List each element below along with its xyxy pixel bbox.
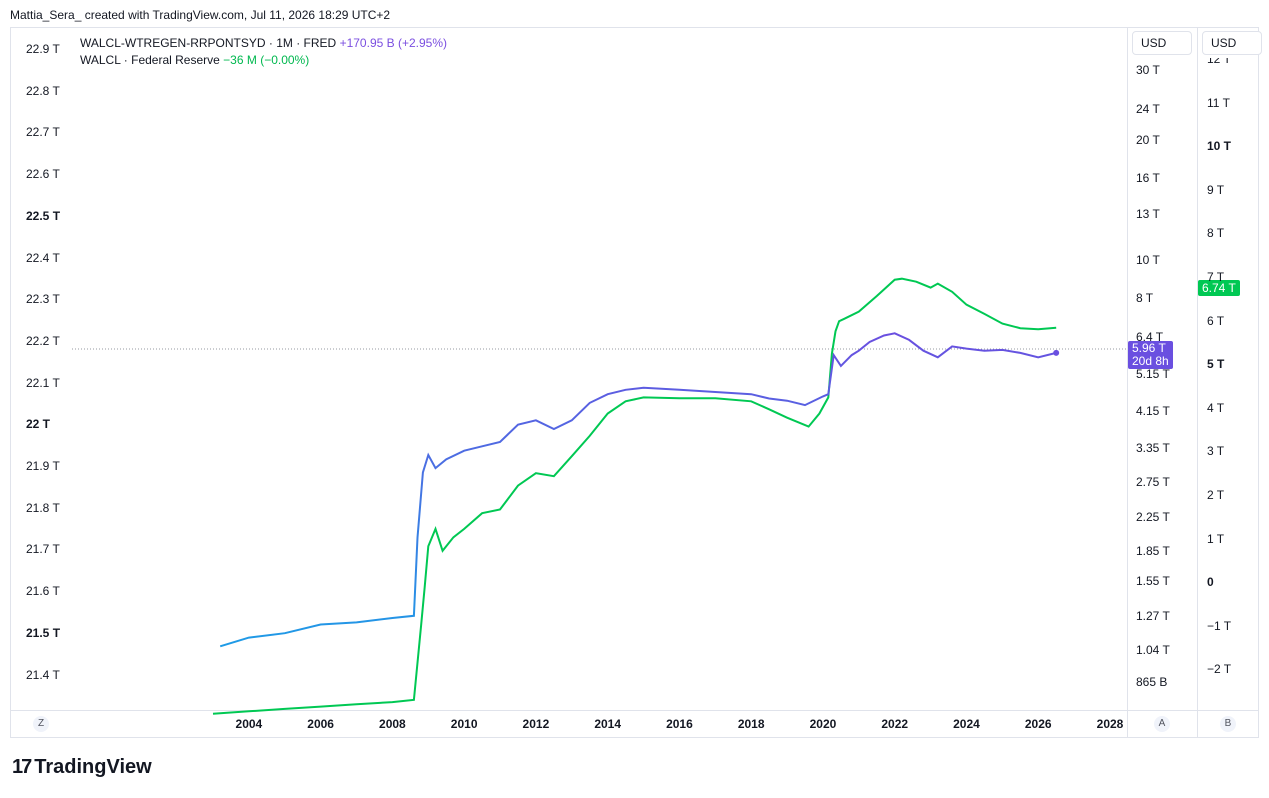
axis-a-tick-label: 24 T [1136, 101, 1160, 116]
left-axis-tick-label: 21.7 T [26, 542, 60, 557]
time-axis-tick-label: 2026 [1024, 717, 1052, 731]
axis-b-tick-label: 10 T [1207, 139, 1232, 154]
axis-a-separator [1127, 27, 1128, 738]
time-axis-tick-label: 2022 [881, 717, 909, 731]
axis-b-tick-label: 3 T [1207, 444, 1225, 459]
legend-row-1[interactable]: WALCL-WTREGEN-RRPONTSYD · 1M · FRED +170… [80, 36, 447, 50]
left-axis-tick-label: 21.6 T [26, 584, 60, 599]
axis-a-tick-label: 16 T [1136, 171, 1160, 186]
axis-b-tick-label: 11 T [1207, 95, 1230, 110]
axis-a-tick-label: 1.55 T [1136, 574, 1170, 589]
axis-b-tick-label: −1 T [1207, 618, 1232, 633]
time-axis-tick-label: 2008 [379, 717, 406, 731]
tradingview-logo-text: TradingView [34, 756, 152, 778]
time-axis-tick-label: 2020 [809, 717, 837, 731]
axis-a-tick-label: 4.15 T [1136, 404, 1170, 419]
purple-last-price-tag: 5.96 T 20d 8h [1128, 341, 1173, 369]
axis-b-tick-label: 7 T [1207, 270, 1225, 284]
axis-a-currency-button[interactable]: USD [1132, 31, 1192, 55]
time-axis-tick-label: 2028 [1096, 717, 1124, 731]
auto-scale-button-a[interactable]: A [1154, 716, 1170, 732]
series-walcl-line[interactable] [212, 277, 1057, 715]
left-axis-tick-label: 22.1 T [26, 375, 60, 390]
purple-bar-countdown: 20d 8h [1132, 354, 1169, 368]
axis-a-tick-label: 6.4 T [1136, 329, 1164, 344]
time-axis-tick-label: 2014 [594, 717, 622, 731]
axis-a-tick-label: 1.04 T [1136, 643, 1170, 658]
legend-series-1-name: WALCL-WTREGEN-RRPONTSYD · 1M · FRED [80, 36, 337, 50]
tradingview-logo[interactable]: 17 TradingView [12, 756, 152, 779]
left-axis-tick-label: 21.4 T [26, 667, 60, 682]
time-axis-tick-label: 2018 [737, 717, 765, 731]
left-axis-tick-label: 22.9 T [26, 42, 60, 56]
time-axis-tick-label: 2016 [666, 717, 693, 731]
zoom-button-z[interactable]: Z [33, 716, 49, 732]
axis-a-tick-label: 3.35 T [1136, 441, 1170, 456]
time-axis-tick-label: 2012 [522, 717, 550, 731]
axis-b-tick-label: 12 T [1207, 52, 1231, 66]
series-net-liquidity-line[interactable] [219, 332, 1057, 648]
axis-b-tick-label: 4 T [1207, 400, 1225, 415]
axis-a-tick-label: 13 T [1136, 207, 1160, 222]
legend-row-2[interactable]: WALCL · Federal Reserve −36 M (−0.00%) [80, 53, 309, 67]
time-axis-tick-label: 2024 [953, 717, 980, 731]
axis-a-tick-label: 10 T [1136, 252, 1160, 267]
axis-a-tick-label: 30 T [1136, 63, 1160, 77]
left-axis-tick-label: 22.7 T [26, 125, 60, 140]
series-net-liquidity-last-point [1053, 349, 1060, 356]
left-axis-tick-label: 22.6 T [26, 167, 60, 182]
axis-b-tick-label: 2 T [1207, 488, 1225, 502]
left-axis-tick-label: 21.8 T [26, 500, 60, 515]
left-axis-tick-label: 22.5 T [26, 208, 61, 223]
left-axis-tick-label: 22 T [26, 417, 51, 432]
time-axis-tick-label: 2004 [235, 717, 263, 731]
axis-b-tick-label: 1 T [1207, 531, 1225, 546]
left-axis-tick-label: 21.5 T [26, 625, 61, 640]
legend-series-2-value: −36 M (−0.00%) [223, 53, 310, 67]
axis-a-tick-label: 2.25 T [1136, 510, 1170, 525]
axis-b-tick-label: 8 T [1207, 226, 1225, 241]
chart-credit: Mattia_Sera_ created with TradingView.co… [10, 8, 391, 22]
axis-a-tick-label: 2.75 T [1136, 475, 1170, 490]
axis-a-tick-label: 20 T [1136, 132, 1160, 147]
axis-b-tick-label: 6 T [1207, 313, 1225, 328]
axis-b-tick-label: 9 T [1207, 182, 1225, 197]
legend-series-1-value: +170.95 B (+2.95%) [339, 36, 447, 50]
auto-scale-button-b[interactable]: B [1220, 716, 1236, 732]
legend-series-2-name: WALCL · Federal Reserve [80, 53, 220, 67]
left-axis-tick-label: 21.9 T [26, 459, 60, 473]
chart-frame [10, 27, 1259, 738]
axis-b-separator [1197, 27, 1198, 738]
axis-a-tick-label: 1.27 T [1136, 608, 1170, 623]
axis-b-tick-label: 5 T [1207, 357, 1225, 372]
left-axis-tick-label: 22.8 T [26, 83, 60, 98]
left-axis-tick-label: 22.2 T [26, 333, 60, 348]
axis-b-tick-label: −2 T [1207, 662, 1232, 677]
purple-last-price-value: 5.96 T [1132, 341, 1166, 355]
left-axis-tick-label: 22.4 T [26, 250, 60, 265]
axis-b-tick-label: 0 [1207, 575, 1214, 590]
tradingview-logo-icon: 17 [12, 756, 32, 778]
time-axis-tick-label: 2010 [450, 717, 478, 731]
left-axis-tick-label: 22.3 T [26, 292, 60, 307]
time-axis-tick-label: 2006 [307, 717, 334, 731]
time-axis-separator [10, 710, 1259, 711]
axis-b-currency-button[interactable]: USD [1202, 31, 1262, 55]
axis-a-tick-label: 865 B [1136, 675, 1168, 689]
axis-a-tick-label: 8 T [1136, 291, 1154, 306]
axis-a-tick-label: 1.85 T [1136, 543, 1170, 558]
axis-a-tick-label: 5.15 T [1136, 367, 1170, 382]
green-last-price-tag: 6.74 T [1198, 280, 1240, 296]
